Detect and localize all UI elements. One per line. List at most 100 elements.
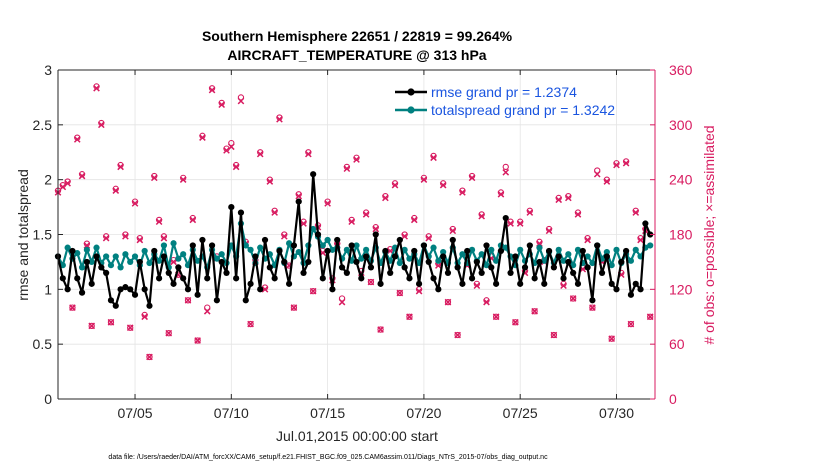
rmse-marker [488, 264, 495, 271]
x-tick-label: 07/20 [406, 405, 441, 421]
totalspread-marker [584, 253, 591, 260]
obs-assimilated-marker [189, 216, 197, 224]
y-tick-label-left: 0 [44, 391, 52, 407]
obs-assimilated-marker [468, 174, 476, 182]
rmse-marker [122, 284, 129, 291]
obs-assimilated-marker [449, 227, 457, 235]
obs-assimilated-marker [261, 286, 269, 293]
obs-assimilated-marker [632, 209, 640, 216]
totalspread-marker [285, 240, 293, 247]
totalspread-marker [555, 246, 562, 253]
rmse-marker [560, 275, 567, 282]
obs-assimilated-marker [343, 165, 351, 173]
rmse-marker [170, 280, 177, 287]
obs-assimilated-marker [560, 282, 567, 290]
rmse-marker [589, 297, 596, 304]
obs-assimilated-marker [324, 200, 331, 207]
rmse-marker [541, 280, 548, 287]
obs-assimilated-marker [179, 176, 187, 183]
totalspread-marker [295, 248, 302, 256]
rmse-marker [570, 269, 577, 276]
obs-assimilated-marker [256, 150, 264, 158]
rmse-marker [497, 247, 505, 255]
obs-assimilated-marker [415, 287, 423, 295]
totalspread-marker [396, 259, 403, 267]
rmse-marker [468, 275, 476, 282]
rmse-marker [464, 247, 471, 255]
rmse-marker [348, 242, 355, 249]
rmse-marker [420, 242, 428, 249]
totalspread-marker [93, 244, 100, 251]
obs-assimilated-marker [102, 234, 110, 242]
rmse-marker [300, 269, 307, 276]
totalspread-marker [440, 248, 447, 256]
obs-assimilated-marker [348, 218, 356, 226]
x-axis-label: Jul.01,2015 00:00:00 start [276, 428, 438, 444]
y-tick-label-left: 0.5 [33, 336, 53, 352]
totalspread-marker [170, 240, 177, 247]
obs-assimilated-marker [367, 278, 375, 286]
obs-possible-marker [146, 353, 153, 361]
obs-assimilated-marker [290, 304, 298, 311]
rmse-marker [266, 264, 273, 271]
obs-assimilated-marker [627, 320, 635, 328]
obs-possible-marker [454, 331, 461, 339]
obs-assimilated-marker [150, 174, 158, 182]
obs-assimilated-marker [593, 170, 601, 178]
rmse-marker [411, 247, 418, 255]
obs-assimilated-marker [237, 97, 245, 105]
rmse-marker [478, 269, 485, 276]
rmse-marker [338, 264, 346, 271]
rmse-marker [642, 220, 649, 227]
x-tick-label: 07/15 [310, 405, 345, 421]
rmse-marker [242, 297, 249, 304]
obs-assimilated-marker [603, 178, 611, 185]
rmse-marker [146, 302, 153, 309]
obs-assimilated-marker [64, 179, 71, 187]
rmse-marker [252, 253, 259, 260]
rmse-marker [545, 247, 553, 255]
totalspread-marker [459, 251, 466, 258]
rmse-marker [98, 264, 105, 271]
obs-possible-marker [627, 320, 635, 328]
obs-assimilated-marker [98, 121, 105, 129]
rmse-marker [430, 275, 437, 282]
obs-assimilated-marker [218, 101, 226, 109]
obs-assimilated-marker [574, 211, 582, 218]
obs-assimilated-marker [372, 225, 380, 233]
obs-assimilated-marker [396, 289, 404, 297]
rmse-marker [194, 291, 201, 298]
rmse-marker [555, 253, 562, 260]
totalspread-marker [647, 242, 654, 249]
obs-possible-marker [367, 278, 375, 286]
rmse-marker [483, 242, 490, 249]
totalspread-marker [78, 264, 86, 271]
obs-assimilated-marker [507, 220, 514, 227]
obs-assimilated-marker [565, 194, 572, 202]
rmse-marker [444, 269, 452, 276]
obs-assimilated-marker [338, 298, 346, 306]
rmse-marker [493, 280, 500, 287]
rmse-marker [74, 275, 81, 282]
totalspread-marker [103, 253, 110, 260]
rmse-marker [69, 247, 76, 255]
totalspread-marker [83, 246, 90, 253]
rmse-marker [584, 264, 591, 271]
totalspread-marker [603, 248, 610, 256]
rmse-marker [603, 253, 610, 260]
obs-assimilated-marker [160, 234, 168, 242]
rmse-marker [425, 258, 432, 266]
obs-possible-marker [502, 163, 509, 171]
totalspread-marker [483, 262, 490, 269]
rmse-marker [93, 253, 100, 260]
obs-possible-marker [444, 298, 452, 306]
obs-assimilated-marker [512, 318, 519, 326]
rmse-marker [204, 275, 211, 282]
rmse-marker [521, 264, 529, 271]
rmse-marker [401, 264, 408, 271]
obs-assimilated-marker [613, 161, 620, 169]
totalspread-marker [608, 262, 615, 269]
rmse-marker [632, 280, 639, 287]
obs-assimilated-marker [266, 178, 274, 185]
